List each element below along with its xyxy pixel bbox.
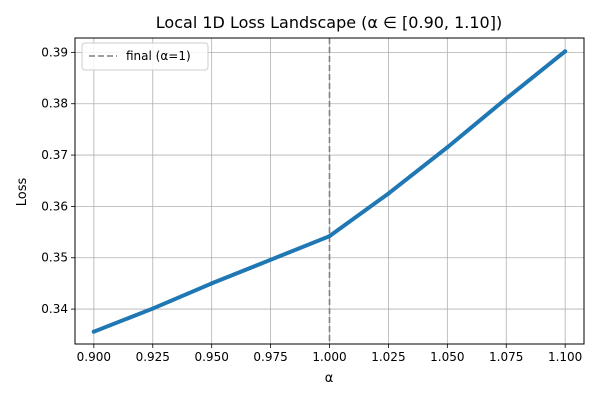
- series-layer: [91, 49, 568, 334]
- loss-data-point: [327, 234, 332, 239]
- y-tick-label: 0.34: [41, 302, 68, 316]
- x-axis-label: α: [325, 371, 334, 386]
- x-tick-label: 0.975: [253, 350, 287, 364]
- loss-data-point: [209, 281, 214, 286]
- legend: final (α=1): [81, 42, 209, 71]
- y-axis-ticks: 0.34 0.35 0.36 0.37 0.38 0.39: [41, 45, 75, 316]
- chart-title: Local 1D Loss Landscape (α ∈ [0.90, 1.10…: [156, 13, 502, 32]
- y-axis-label: Loss: [15, 178, 30, 207]
- loss-data-point: [445, 145, 450, 150]
- legend-box: [81, 42, 209, 71]
- loss-data-point: [91, 329, 96, 334]
- x-tick-label: 1.100: [548, 350, 582, 364]
- loss-data-point: [268, 257, 273, 262]
- x-tick-label: 0.950: [194, 350, 228, 364]
- legend-label-final: final (α=1): [126, 49, 191, 63]
- y-tick-label: 0.38: [41, 97, 68, 111]
- x-tick-label: 1.025: [371, 350, 405, 364]
- loss-data-point: [563, 49, 568, 54]
- loss-data-point: [386, 191, 391, 196]
- x-tick-label: 0.900: [77, 350, 111, 364]
- x-tick-label: 1.000: [312, 350, 346, 364]
- loss-data-point: [504, 96, 509, 101]
- y-tick-label: 0.35: [41, 251, 68, 265]
- x-tick-label: 0.925: [136, 350, 170, 364]
- y-tick-label: 0.37: [41, 148, 68, 162]
- x-tick-label: 1.075: [489, 350, 523, 364]
- y-tick-label: 0.36: [41, 199, 68, 213]
- x-axis-ticks: 0.900 0.925 0.950 0.975 1.000 1.025 1.050 1.075…: [77, 344, 582, 364]
- y-tick-label: 0.39: [41, 45, 68, 59]
- loss-data-point: [150, 306, 155, 311]
- x-tick-label: 1.050: [430, 350, 464, 364]
